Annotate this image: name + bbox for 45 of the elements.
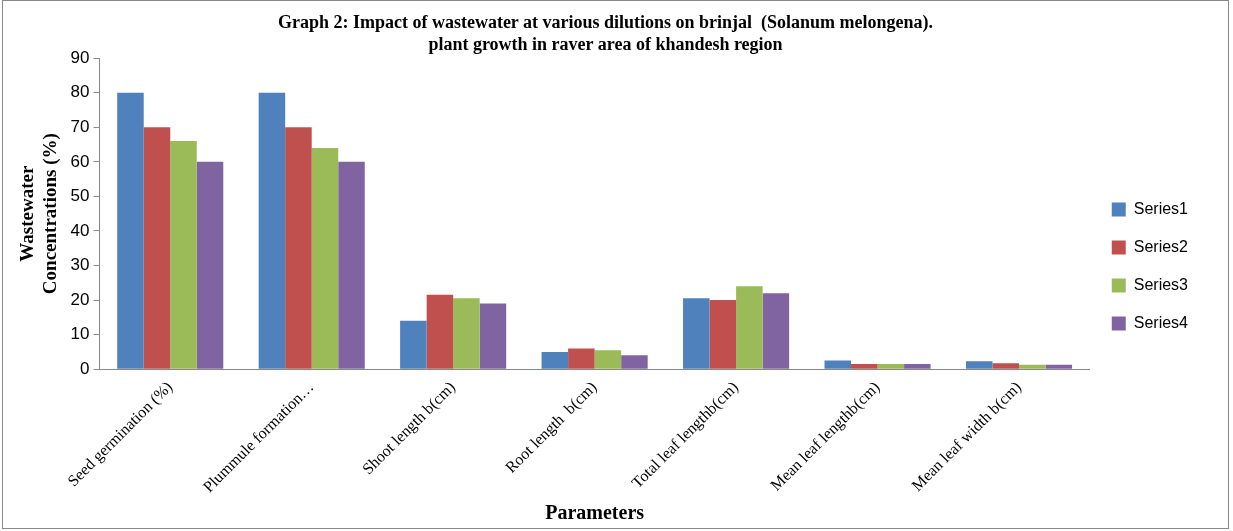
bar	[877, 363, 905, 369]
bar	[258, 92, 286, 369]
bar	[568, 348, 595, 369]
legend-label: Series2	[1133, 237, 1189, 255]
bar	[541, 351, 569, 369]
bar	[736, 286, 763, 369]
bar	[479, 303, 507, 369]
y-tick-label: 80	[70, 82, 90, 102]
legend-label: Series4	[1133, 313, 1189, 331]
y-tick-label: 0	[80, 358, 90, 378]
y-tick-label: 60	[70, 151, 90, 171]
bar	[992, 363, 1020, 369]
chart-title: Graph 2: Impact of wastewater at various dilutions on brinjal (Solanum melongena). plant growth in raver area of khandesh region	[277, 12, 934, 55]
y-tick-label: 90	[70, 47, 90, 67]
y-tick-label: 40	[70, 220, 90, 240]
y-tick-label: 30	[70, 255, 90, 275]
bar	[904, 363, 931, 369]
y-axis-title: Wastewater Concentrations (%)	[16, 133, 62, 295]
bar	[338, 161, 365, 369]
bar	[709, 300, 737, 369]
y-tick-label: 50	[70, 186, 90, 206]
bar	[117, 92, 144, 369]
bar	[311, 148, 339, 369]
bar	[196, 161, 224, 369]
legend-label: Series3	[1133, 275, 1189, 293]
bar	[621, 355, 648, 369]
bar	[1019, 364, 1046, 369]
bar	[683, 298, 710, 369]
bar	[285, 127, 312, 369]
bar	[762, 293, 790, 369]
y-tick-label: 20	[70, 289, 90, 309]
bar	[1045, 364, 1073, 369]
y-tick-label: 10	[70, 324, 90, 344]
x-axis-title: Parameters	[545, 501, 645, 524]
bar	[400, 320, 427, 369]
bar	[851, 363, 878, 369]
y-tick-label: 70	[70, 116, 90, 136]
bar	[824, 360, 852, 369]
bar	[426, 294, 454, 369]
bar	[594, 350, 622, 369]
bar	[965, 361, 993, 369]
legend-label: Series1	[1133, 199, 1189, 217]
bar	[170, 141, 197, 369]
bar	[453, 298, 480, 369]
bar	[143, 127, 171, 369]
